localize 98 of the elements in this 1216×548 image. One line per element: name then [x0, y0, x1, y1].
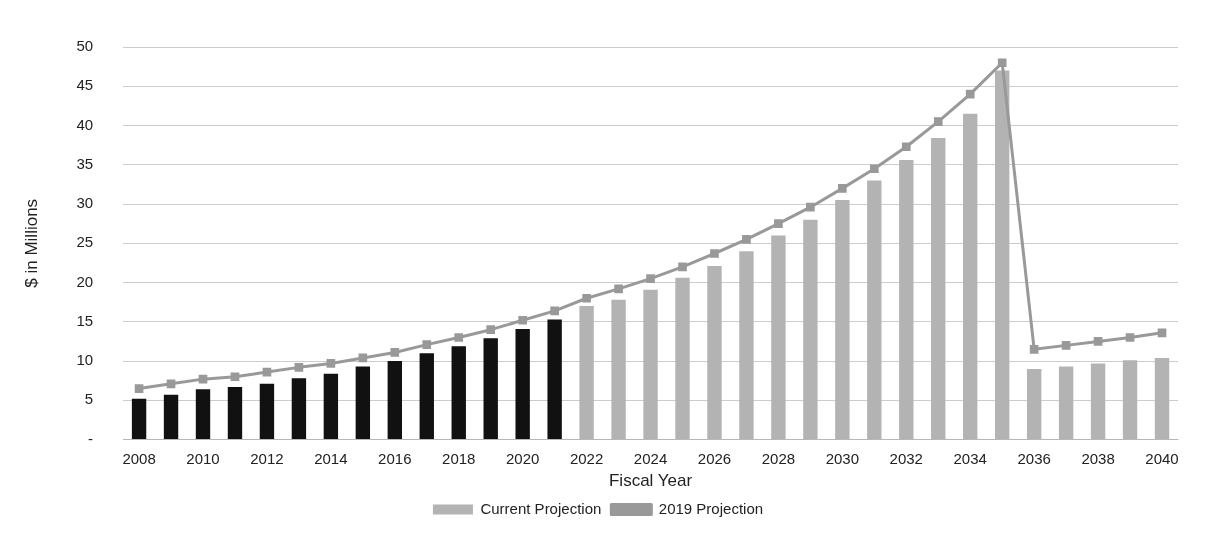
bar	[451, 346, 466, 440]
bar	[387, 361, 402, 440]
point	[646, 274, 655, 283]
point	[294, 363, 304, 372]
y-tick-label: -	[88, 429, 94, 447]
x-tick-label: 2018	[442, 449, 476, 467]
bar	[131, 398, 147, 440]
point	[806, 202, 815, 212]
x-tick-label: 2036	[1017, 449, 1051, 467]
x-tick-label: 2032	[889, 449, 923, 467]
point	[1093, 337, 1103, 346]
x-tick-label: 2030	[825, 449, 860, 467]
point	[262, 367, 272, 377]
bar	[419, 353, 434, 440]
y-axis-title: $ in Millions	[21, 198, 41, 288]
bar	[611, 299, 626, 440]
point	[614, 284, 623, 294]
bar	[994, 70, 1010, 440]
bar	[707, 266, 722, 440]
x-tick-label: 2028	[761, 449, 796, 467]
bar	[291, 378, 307, 440]
x-tick-label: 2016	[378, 449, 412, 467]
bar	[1090, 363, 1106, 440]
bar	[227, 386, 243, 440]
bar	[1122, 360, 1138, 440]
bar	[643, 289, 658, 440]
point	[230, 372, 240, 382]
legend-label: 2019 Projection	[658, 499, 764, 517]
bar	[835, 200, 850, 440]
bar	[899, 160, 914, 440]
y-tick-label: 5	[84, 390, 94, 408]
y-tick-label: 15	[76, 311, 94, 329]
point	[901, 142, 911, 152]
x-tick-label: 2026	[697, 449, 732, 467]
x-tick-label: 2012	[250, 449, 284, 467]
point	[774, 219, 783, 228]
x-tick-label: 2040	[1145, 449, 1179, 467]
bar	[483, 338, 498, 440]
bar	[195, 389, 211, 440]
bar	[355, 366, 371, 440]
bar	[803, 219, 818, 440]
point	[965, 89, 975, 99]
bar	[931, 138, 946, 440]
point	[933, 117, 943, 126]
x-tick-label: 2038	[1081, 449, 1115, 467]
point	[869, 164, 879, 174]
x-tick-label: 2024	[633, 449, 668, 467]
x-tick-label: 2014	[314, 449, 348, 467]
x-tick-label: 2008	[122, 449, 156, 467]
point	[454, 333, 464, 342]
point	[518, 315, 527, 325]
bar	[1026, 368, 1042, 440]
point	[166, 379, 176, 389]
point	[1029, 344, 1039, 354]
x-axis-title: Fiscal Year	[608, 471, 693, 491]
bar	[163, 394, 179, 440]
point	[838, 184, 847, 193]
point	[134, 384, 144, 393]
y-tick-label: 35	[76, 154, 94, 172]
bar	[323, 373, 339, 440]
bar	[675, 277, 690, 440]
point	[358, 353, 368, 363]
point	[710, 249, 719, 258]
bar	[739, 251, 754, 440]
point	[422, 340, 432, 349]
point	[1061, 341, 1071, 350]
y-tick-label: 25	[76, 233, 94, 251]
y-tick-label: 50	[76, 37, 94, 55]
bar	[867, 180, 882, 440]
point	[390, 348, 400, 357]
point	[997, 58, 1007, 68]
point	[326, 359, 336, 368]
y-tick-label: 20	[76, 272, 94, 290]
x-tick-label: 2020	[505, 449, 540, 467]
point	[1157, 328, 1167, 338]
bar	[579, 306, 594, 440]
point	[742, 235, 751, 244]
bar	[547, 319, 562, 440]
bar	[1154, 357, 1170, 440]
y-tick-label: 30	[76, 194, 94, 212]
point	[486, 325, 496, 334]
x-tick-label: 2010	[186, 449, 220, 467]
x-tick-label: 2034	[953, 449, 987, 467]
bar	[1058, 366, 1074, 440]
bar	[259, 383, 275, 440]
point	[198, 374, 208, 384]
bar	[771, 235, 786, 440]
y-tick-label: 40	[76, 115, 94, 133]
y-tick-label: 45	[76, 76, 94, 94]
y-tick-label: 10	[76, 351, 94, 369]
legend-label: Current Projection	[480, 499, 602, 517]
bar	[963, 113, 978, 440]
point	[1125, 333, 1135, 342]
bar	[515, 328, 530, 440]
point	[582, 293, 591, 303]
x-tick-label: 2022	[569, 449, 604, 467]
point	[678, 262, 687, 272]
point	[550, 306, 559, 316]
